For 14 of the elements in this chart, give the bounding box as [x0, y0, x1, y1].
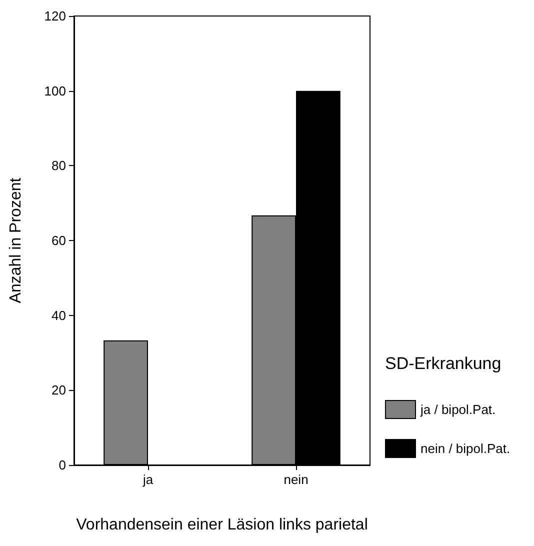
x-tick-label: nein — [284, 472, 308, 487]
y-tick-label: 20 — [52, 382, 66, 398]
legend-label: ja / bipol.Pat. — [420, 402, 496, 417]
y-tick-label: 80 — [52, 158, 66, 174]
y-tick-label: 40 — [52, 308, 66, 323]
legend-label: nein / bipol.Pat. — [420, 441, 510, 456]
y-tick-label: 120 — [44, 8, 66, 24]
x-tick-label: ja — [142, 472, 154, 487]
y-tick-label: 0 — [58, 458, 66, 472]
y-tick-label: 100 — [44, 83, 66, 98]
x-axis-title: Vorhandensein einer Läsion links parietal — [76, 516, 368, 534]
legend-title: SD-Erkrankung — [385, 354, 502, 373]
y-tick-label: 60 — [52, 233, 66, 248]
y-axis-title: Anzahl in Prozent — [8, 177, 24, 304]
